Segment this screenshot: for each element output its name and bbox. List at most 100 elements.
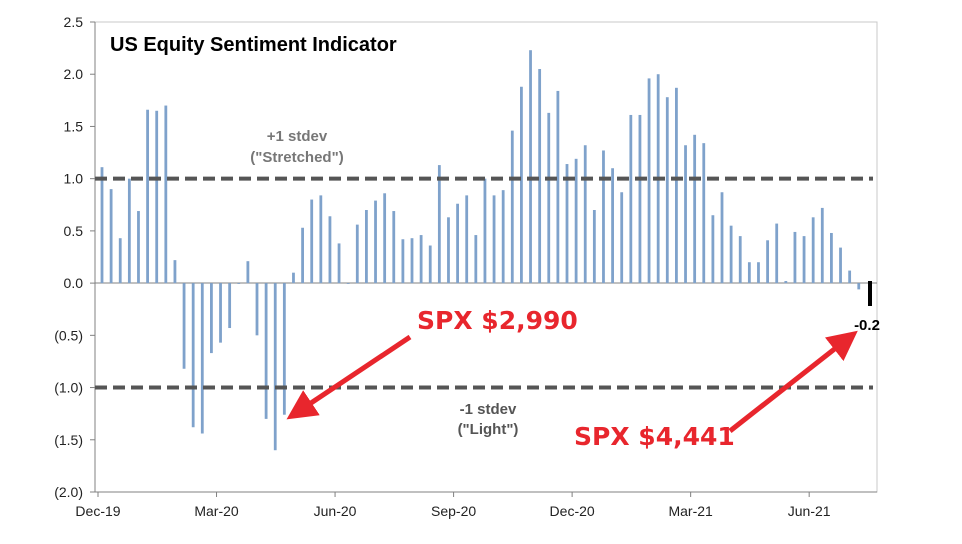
y-tick-label: 2.5: [64, 14, 84, 30]
y-tick-label: 1.0: [64, 171, 84, 187]
bar: [365, 210, 368, 284]
bar: [629, 114, 633, 284]
bar: [556, 90, 560, 284]
bar: [200, 283, 204, 434]
bar: [720, 192, 724, 284]
bar: [729, 225, 733, 284]
bar: [219, 283, 222, 343]
bar: [665, 97, 669, 284]
bar: [465, 195, 469, 284]
bar: [392, 211, 396, 284]
bar: [155, 110, 159, 284]
bar: [565, 164, 569, 284]
bar: [857, 283, 861, 290]
bar: [100, 167, 104, 284]
bar: [383, 193, 387, 284]
x-tick-label: Mar-21: [668, 503, 713, 519]
bar: [118, 238, 122, 284]
x-tick-label: Mar-20: [194, 503, 239, 519]
bar: [620, 192, 624, 284]
bar: [255, 283, 259, 336]
bar: [374, 200, 377, 284]
bar: [501, 190, 505, 284]
y-tick-label: 1.5: [64, 118, 84, 134]
bar: [811, 217, 815, 284]
bar: [292, 272, 295, 284]
bar: [702, 143, 706, 284]
bar: [474, 235, 478, 284]
bar: [547, 112, 551, 284]
bar: [419, 235, 423, 284]
bar: [237, 283, 241, 284]
bar: [820, 207, 824, 284]
bar: [757, 262, 760, 284]
x-tick-label: Dec-20: [550, 503, 595, 519]
bar: [538, 69, 542, 284]
bar: [355, 224, 359, 284]
bar: [793, 231, 797, 284]
y-tick-label: (1.0): [54, 380, 83, 396]
bar: [164, 105, 168, 284]
stretched-label-line2: ("Stretched"): [250, 149, 343, 166]
bar: [310, 199, 314, 284]
bar: [492, 195, 496, 284]
bar: [127, 178, 131, 284]
x-axis-ticks: Dec-19 Mar-20 Jun-20 Sep-20 Dec-20 Mar-21 Jun-…: [75, 492, 831, 519]
bar: [574, 158, 578, 284]
bar: [802, 236, 806, 284]
bar: [182, 283, 186, 369]
bar: [428, 245, 432, 284]
latest-value-marker: [868, 281, 872, 306]
light-label-line2: ("Light"): [458, 421, 519, 438]
bar: [711, 215, 715, 284]
bar: [483, 178, 487, 284]
bar: [583, 145, 587, 284]
bar: [346, 283, 350, 284]
bar: [510, 130, 514, 284]
bar: [775, 223, 779, 284]
bar: [638, 114, 642, 284]
y-tick-label: 0.0: [64, 275, 84, 291]
y-tick-label: (2.0): [54, 484, 83, 500]
bar: [137, 211, 140, 284]
bar: [684, 145, 687, 284]
bar: [784, 281, 788, 284]
bar: [210, 283, 213, 354]
x-tick-label: Dec-19: [75, 503, 120, 519]
bar: [191, 283, 195, 428]
x-tick-label: Sep-20: [431, 503, 476, 519]
x-tick-label: Jun-21: [788, 503, 831, 519]
bar: [401, 239, 405, 284]
bar: [437, 165, 441, 284]
bar: [246, 261, 250, 284]
x-tick-label: Jun-20: [314, 503, 357, 519]
bar: [592, 210, 596, 284]
bar: [611, 168, 614, 284]
bar: [738, 236, 742, 284]
bar: [456, 203, 459, 284]
bar: [830, 232, 833, 284]
bar: [273, 283, 277, 451]
bar: [109, 189, 113, 284]
spx-low-annotation: SPX $2,990: [417, 306, 578, 335]
bar: [766, 240, 769, 284]
bar: [410, 238, 414, 284]
bar-series: [100, 50, 861, 451]
stretched-label-line1: +1 stdev: [267, 128, 328, 145]
bar: [747, 262, 751, 284]
spx-high-arrow: [728, 330, 858, 433]
y-tick-label: (1.5): [54, 432, 83, 448]
y-tick-label: (0.5): [54, 327, 83, 343]
bar: [602, 150, 605, 284]
bar: [839, 247, 842, 284]
y-tick-label: 2.0: [64, 66, 84, 82]
spx-low-arrow: [286, 334, 412, 420]
bar: [319, 195, 323, 284]
latest-value-label: -0.2: [854, 317, 880, 334]
bar: [447, 217, 450, 284]
bar: [301, 227, 304, 284]
bar: [693, 134, 697, 284]
bar: [328, 216, 332, 284]
y-axis-ticks: 2.5 2.0 1.5 1.0 0.5 0.0 (0.5) (1.0) (1.5) (2.0): [54, 14, 95, 500]
